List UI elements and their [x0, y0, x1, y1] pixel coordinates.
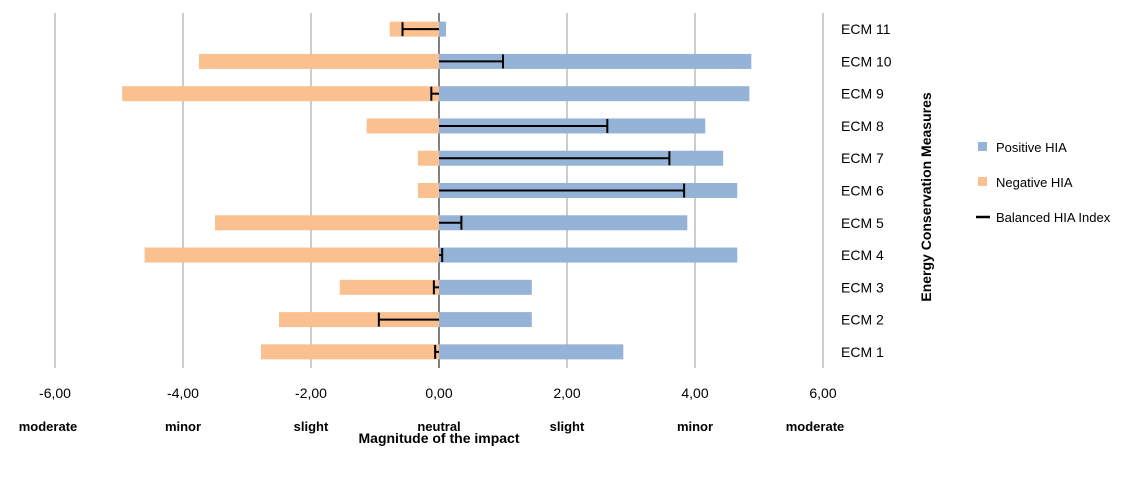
- x-tick-labels: -6,00 -4,00 -2,00 0,00 2,00 4,00 6,00: [39, 385, 837, 401]
- y-axis-title: Energy Conservation Measures: [918, 92, 934, 302]
- negative-bar: [199, 53, 439, 69]
- positive-bar: [439, 215, 688, 231]
- legend-swatch: [978, 142, 987, 151]
- x-tick-label: 4,00: [681, 385, 708, 401]
- x-qualitative-label: moderate: [19, 419, 78, 434]
- x-tick-label: 6,00: [809, 385, 836, 401]
- category-label: ECM 1: [841, 344, 884, 360]
- category-label: ECM 4: [841, 247, 884, 263]
- category-label: ECM 11: [841, 21, 891, 37]
- x-tick-label: -2,00: [295, 385, 327, 401]
- legend-label: Balanced HIA Index: [996, 210, 1111, 225]
- category-label: ECM 5: [841, 215, 884, 231]
- x-qualitative-label: slight: [550, 419, 585, 434]
- legend-label: Negative HIA: [996, 175, 1073, 190]
- legend: Positive HIA Negative HIA Balanced HIA Ind…: [976, 140, 1111, 225]
- negative-bar: [261, 344, 439, 360]
- x-qualitative-labels: moderate minor slight neutral slight minor mod…: [19, 419, 845, 434]
- negative-bar: [215, 215, 439, 231]
- positive-bar: [439, 247, 738, 263]
- x-tick-label: 2,00: [553, 385, 580, 401]
- negative-bars: [122, 21, 439, 360]
- x-qualitative-label: moderate: [786, 419, 845, 434]
- negative-bar: [279, 312, 439, 328]
- category-label: ECM 9: [841, 86, 884, 102]
- positive-bar: [439, 53, 752, 69]
- category-label: ECM 6: [841, 183, 884, 199]
- positive-bar: [439, 344, 624, 360]
- balanced-markers: [377, 22, 686, 359]
- category-label: ECM 8: [841, 118, 884, 134]
- negative-bar: [417, 183, 439, 198]
- legend-label: Positive HIA: [996, 140, 1067, 155]
- category-label: ECM 7: [841, 150, 884, 166]
- legend-swatch: [978, 177, 987, 186]
- x-tick-label: -4,00: [167, 385, 199, 401]
- category-label: ECM 10: [841, 53, 892, 69]
- negative-bar: [366, 118, 439, 134]
- x-qualitative-label: neutral: [417, 419, 460, 434]
- positive-bars: [439, 21, 752, 360]
- x-tick-label: -6,00: [39, 385, 71, 401]
- category-labels: ECM 1 ECM 2 ECM 3 ECM 4 ECM 5 ECM 6 ECM 7 ECM 8…: [841, 21, 892, 360]
- negative-bar: [144, 247, 439, 263]
- positive-bar: [439, 21, 447, 37]
- negative-bar: [339, 279, 439, 295]
- positive-bar: [439, 86, 750, 102]
- x-qualitative-label: minor: [677, 419, 713, 434]
- positive-bar: [439, 312, 532, 328]
- negative-bar: [417, 150, 439, 166]
- x-qualitative-label: slight: [294, 419, 329, 434]
- category-label: ECM 3: [841, 279, 884, 295]
- x-tick-label: 0,00: [425, 385, 452, 401]
- category-label: ECM 2: [841, 312, 884, 328]
- positive-bar: [439, 279, 532, 295]
- x-qualitative-label: minor: [165, 419, 201, 434]
- negative-bar: [122, 86, 439, 102]
- x-axis-title: Magnitude of the impact: [359, 430, 520, 446]
